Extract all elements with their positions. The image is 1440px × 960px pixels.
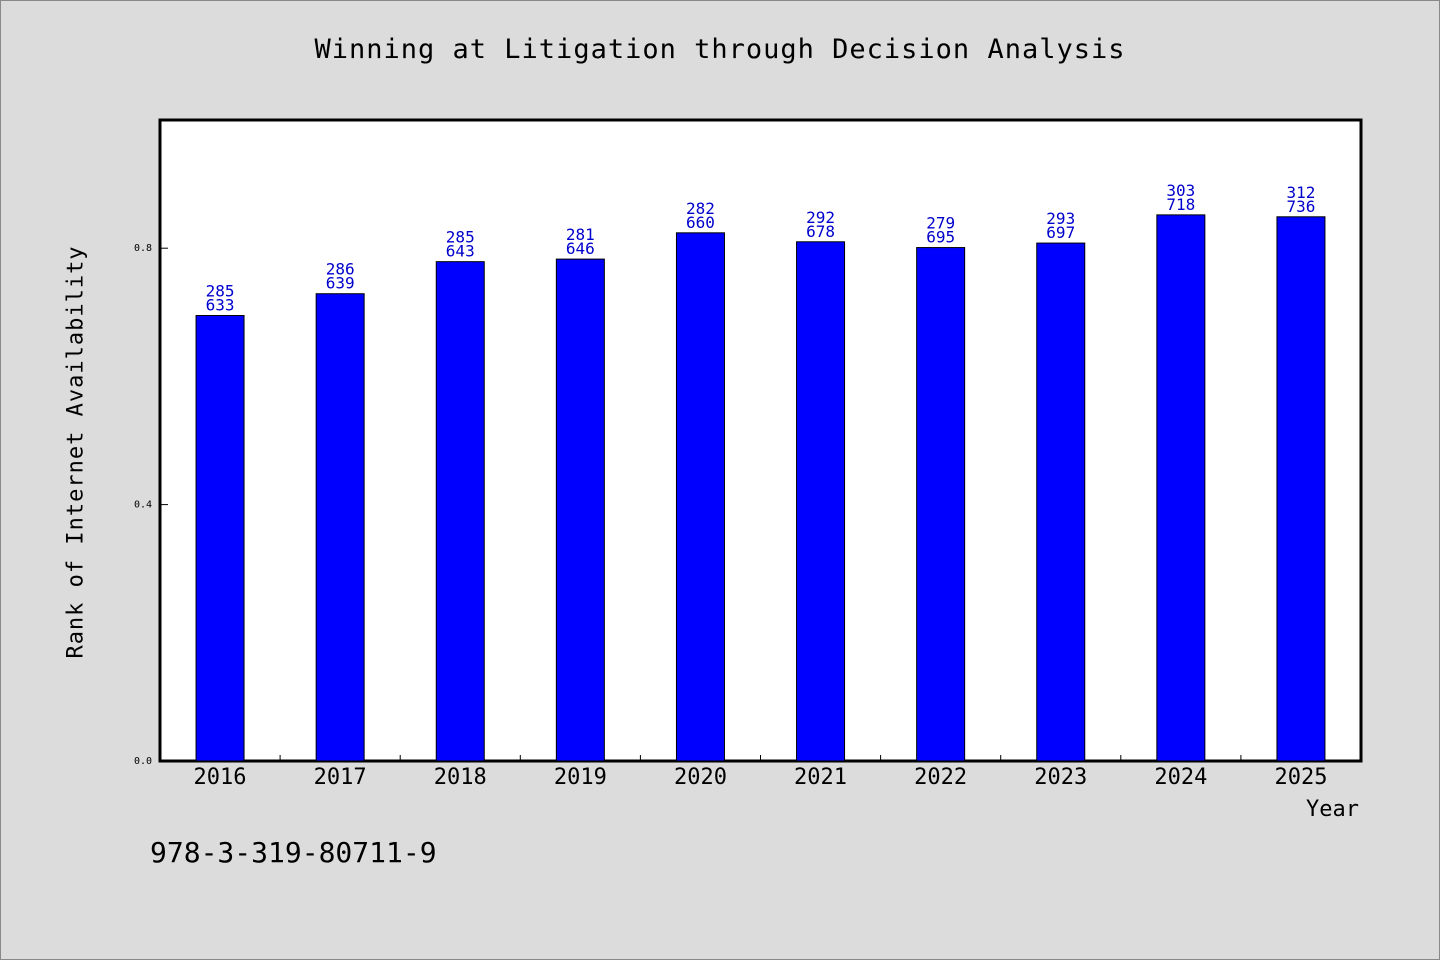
x-tick-label-2019: 2019: [554, 765, 607, 790]
bar-2020: [675, 232, 725, 762]
bar-label-top-2018: 285: [446, 228, 475, 247]
bar-label-top-2021: 292: [806, 208, 835, 227]
bar-label-top-2017: 286: [326, 260, 355, 279]
bar-2019: [555, 258, 605, 762]
bar-2017: [315, 293, 365, 762]
bar-2024: [1156, 214, 1206, 762]
x-tick-label-2024: 2024: [1154, 765, 1207, 790]
bar-2016: [195, 315, 245, 762]
bar-label-bottom-2021: 678: [806, 222, 835, 241]
x-tick-label-2022: 2022: [914, 765, 967, 790]
ticks-group: 2016 2017 2018 2019 2020 2021 2022 2023 2024 2025…: [134, 243, 1328, 790]
y-tick-label-0.8: 0.8: [134, 243, 152, 254]
bar-2021: [796, 241, 846, 762]
bar-label-bottom-2020: 660: [686, 213, 715, 232]
bar-label-bottom-2017: 639: [326, 274, 355, 293]
bar-label-top-2024: 303: [1166, 181, 1195, 200]
bar-label-top-2025: 312: [1286, 183, 1315, 202]
bar-label-bottom-2025: 736: [1286, 197, 1315, 216]
x-tick-label-2016: 2016: [194, 765, 247, 790]
y-axis-label: Rank of Internet Availability: [63, 245, 89, 659]
bar-label-top-2023: 293: [1046, 209, 1075, 228]
bar-label-bottom-2016: 633: [206, 296, 235, 315]
x-tick-label-2018: 2018: [434, 765, 487, 790]
bar-2022: [916, 247, 966, 762]
bar-label-bottom-2023: 697: [1046, 223, 1075, 242]
bar-2025: [1276, 216, 1326, 762]
bar-label-bottom-2019: 646: [566, 239, 595, 258]
x-tick-label-2020: 2020: [674, 765, 727, 790]
bar-label-top-2020: 282: [686, 199, 715, 218]
y-tick-label-0.4: 0.4: [134, 500, 152, 511]
x-tick-label-2021: 2021: [794, 765, 847, 790]
bar-label-top-2016: 285: [206, 282, 235, 301]
chart-title: Winning at Litigation through Decision A…: [314, 34, 1126, 65]
x-axis-label: Year: [1306, 797, 1359, 822]
bar-label-bottom-2018: 643: [446, 242, 475, 261]
x-tick-label-2023: 2023: [1034, 765, 1087, 790]
y-tick-label-0.0: 0.0: [134, 756, 152, 767]
x-tick-label-2017: 2017: [314, 765, 367, 790]
bar-label-top-2019: 281: [566, 225, 595, 244]
x-tick-label-2025: 2025: [1274, 765, 1327, 790]
isbn-text: 978-3-319-80711-9: [150, 836, 437, 869]
bar-label-bottom-2022: 695: [926, 228, 955, 247]
bar-2018: [435, 261, 485, 762]
bar-label-top-2022: 279: [926, 214, 955, 233]
bar-label-bottom-2024: 718: [1166, 195, 1195, 214]
bar-2023: [1036, 242, 1086, 762]
